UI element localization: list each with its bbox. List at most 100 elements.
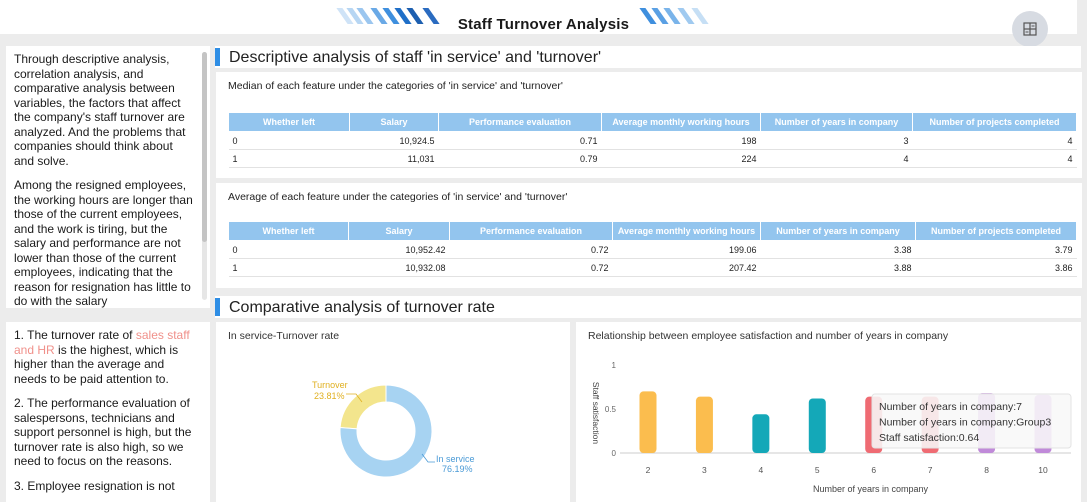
conclusion-item: 1. The turnover rate of sales staff and … [14,328,194,386]
section-accent-bar [215,298,220,316]
chart-tooltip: Number of years in company:7 Number of ye… [871,393,1072,449]
table-title: Average of each feature under the catego… [228,191,568,203]
chart-title: Relationship between employee satisfacti… [588,330,949,342]
bar[interactable] [695,396,713,453]
bar[interactable] [639,391,657,453]
summary-text: Through descriptive analysis, correlatio… [14,52,194,308]
table-title: Median of each feature under the categor… [228,80,563,92]
x-tick-label: 2 [646,465,651,475]
table-cell: 0.71 [438,131,602,150]
table-cell: 0 [228,240,349,259]
section-header-descriptive: Descriptive analysis of staff 'in servic… [215,46,1081,68]
table-cell: 0.79 [438,149,602,168]
x-tick-label: 7 [928,465,933,475]
tooltip-box [871,393,1072,449]
table-cell: 198 [601,131,761,150]
x-axis-label: Number of years in company [813,484,929,494]
table-cell: 224 [601,149,761,168]
column-header[interactable]: Number of years in company [760,112,913,132]
chart-title: In service-Turnover rate [228,330,340,342]
column-header[interactable]: Whether left [228,112,350,132]
table-cell: 4 [912,149,1077,168]
x-tick-label: 3 [702,465,707,475]
column-header[interactable]: Salary [349,112,439,132]
x-tick-label: 8 [984,465,989,475]
table-row: 0 10,924.5 0.71 198 3 4 [228,131,1077,150]
tooltip-line: Staff satisfaction:0.64 [879,432,979,444]
x-tick-label: 6 [871,465,876,475]
x-tick-label: 5 [815,465,820,475]
column-header[interactable]: Performance evaluation [449,221,613,241]
section-accent-bar [215,48,220,66]
section-title: Comparative analysis of turnover rate [229,299,495,316]
table-cell: 3.88 [760,258,916,277]
column-header[interactable]: Performance evaluation [438,112,602,132]
table-row: 1 10,932.08 0.72 207.42 3.88 3.86 [228,258,1077,277]
table-cell: 3.79 [915,240,1077,259]
bar[interactable] [808,398,826,453]
column-header[interactable]: Average monthly working hours [612,221,761,241]
table-cell: 10,952.42 [348,240,450,259]
slice-label: In service [436,454,475,464]
summary-paragraph: Among the resigned employees, the workin… [14,178,193,308]
summary-panel[interactable]: Through descriptive analysis, correlatio… [6,46,210,308]
y-tick-label: 0 [612,449,617,458]
x-tick-label: 4 [758,465,763,475]
table-cell: 0.72 [449,258,613,277]
title-bar: Staff Turnover Analysis [0,0,1077,34]
table-cell: 3.38 [760,240,916,259]
table-cell: 207.42 [612,258,761,277]
table-cell: 0.72 [449,240,613,259]
median-table: Whether left Salary Performance evaluati… [228,112,1077,168]
column-header[interactable]: Average monthly working hours [601,112,761,132]
slice-label: Turnover [312,380,348,390]
table-cell: 1 [228,258,349,277]
table-cell: 3 [760,131,913,150]
pie-slice[interactable] [339,384,433,478]
x-tick-label: 10 [1038,465,1048,475]
table-cell: 4 [912,131,1077,150]
column-header[interactable]: Number of projects completed [912,112,1077,132]
slice-percent-label: 23.81% [314,391,345,401]
section-title: Descriptive analysis of staff 'in servic… [229,49,602,66]
conclusion-item: 2. The performance evaluation of salespe… [14,396,192,468]
table-header-row: Whether left Salary Performance evaluati… [228,112,1077,132]
highlight-text: sales staff and HR [14,328,190,357]
column-header[interactable]: Whether left [228,221,349,241]
table-row: 0 10,952.42 0.72 199.06 3.38 3.79 [228,240,1077,259]
section-header-comparative: Comparative analysis of turnover rate [215,296,1081,318]
average-table-panel: Average of each feature under the catego… [216,183,1082,288]
y-tick-label: 0.5 [605,405,617,414]
slice-leader-line [346,393,363,403]
table-cell: 3.86 [915,258,1077,277]
summary-paragraph: Through descriptive analysis, correlatio… [14,52,186,168]
bar[interactable] [752,414,770,453]
median-table-panel: Median of each feature under the categor… [216,72,1082,178]
conclusion-item: 3. Employee resignation is not [14,478,175,493]
satisfaction-chart-panel: Relationship between employee satisfacti… [576,322,1081,502]
turnover-rate-chart-panel: In service-Turnover rate Turnover 23.81% I… [216,322,570,502]
scrollbar-thumb[interactable] [202,52,207,242]
table-cell: 10,932.08 [348,258,450,277]
menu-button[interactable] [1012,11,1048,47]
table-header-row: Whether left Salary Performance evaluati… [228,221,1077,241]
conclusions-panel[interactable]: 1. The turnover rate of sales staff and … [6,322,210,502]
column-header[interactable]: Number of years in company [760,221,916,241]
average-table: Whether left Salary Performance evaluati… [228,221,1077,277]
table-cell: 4 [760,149,913,168]
pie-slice[interactable] [339,384,387,430]
conclusions-text: 1. The turnover rate of sales staff and … [14,328,194,502]
column-header[interactable]: Salary [348,221,450,241]
conclusion-text: 1. The turnover rate of [14,328,136,342]
y-axis-label: Staff satisfaction [591,382,601,444]
grid-menu-icon [1023,22,1037,36]
tooltip-line: Number of years in company:7 [879,401,1022,413]
table-row: 1 11,031 0.79 224 4 4 [228,149,1077,168]
bar-chart: 0 0.5 1 Staff satisfaction 2 3 4 5 6 7 8 10 Number o… [591,361,1072,494]
table-cell: 199.06 [612,240,761,259]
table-cell: 11,031 [349,149,439,168]
tooltip-line: Number of years in company:Group3 [879,417,1051,429]
column-header[interactable]: Number of projects completed [915,221,1077,241]
table-cell: 1 [228,149,350,168]
